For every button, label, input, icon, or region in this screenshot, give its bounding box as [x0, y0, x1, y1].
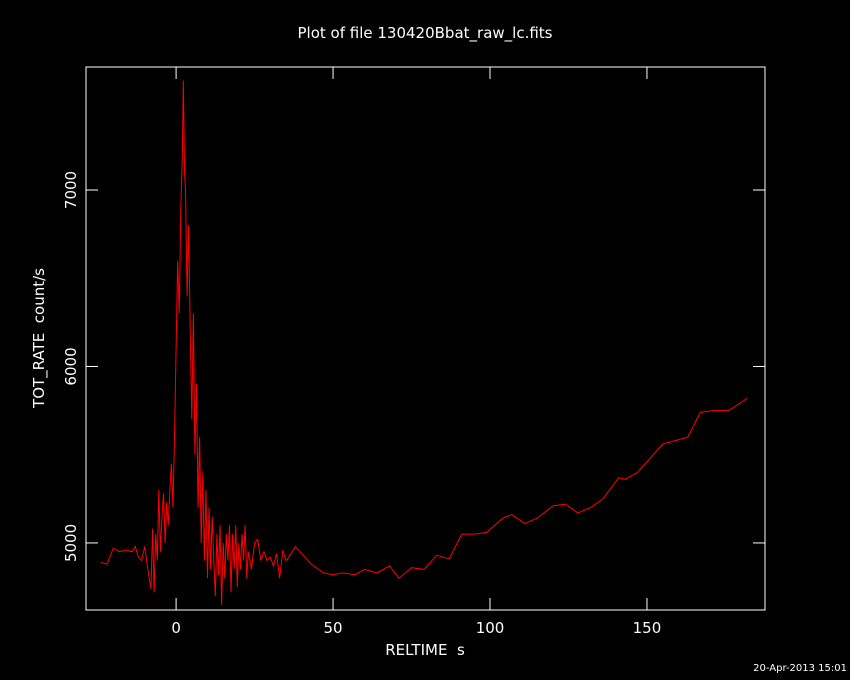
y-tick-label: 7000 — [62, 171, 80, 209]
x-tick-label: 150 — [633, 619, 662, 637]
y-tick-label: 6000 — [62, 347, 80, 385]
chart-title: Plot of file 130420Bbat_raw_lc.fits — [298, 24, 553, 43]
x-axis-label: RELTIME s — [385, 641, 465, 659]
data-line — [100, 80, 748, 605]
y-axis-label: TOT_RATE count/s — [30, 268, 49, 409]
y-tick-label: 5000 — [62, 524, 80, 562]
x-tick-label: 50 — [324, 619, 343, 637]
timestamp: 20-Apr-2013 15:01 — [753, 663, 847, 674]
plot-frame — [85, 66, 766, 611]
x-tick-label: 100 — [476, 619, 505, 637]
x-tick-label: 0 — [171, 619, 181, 637]
